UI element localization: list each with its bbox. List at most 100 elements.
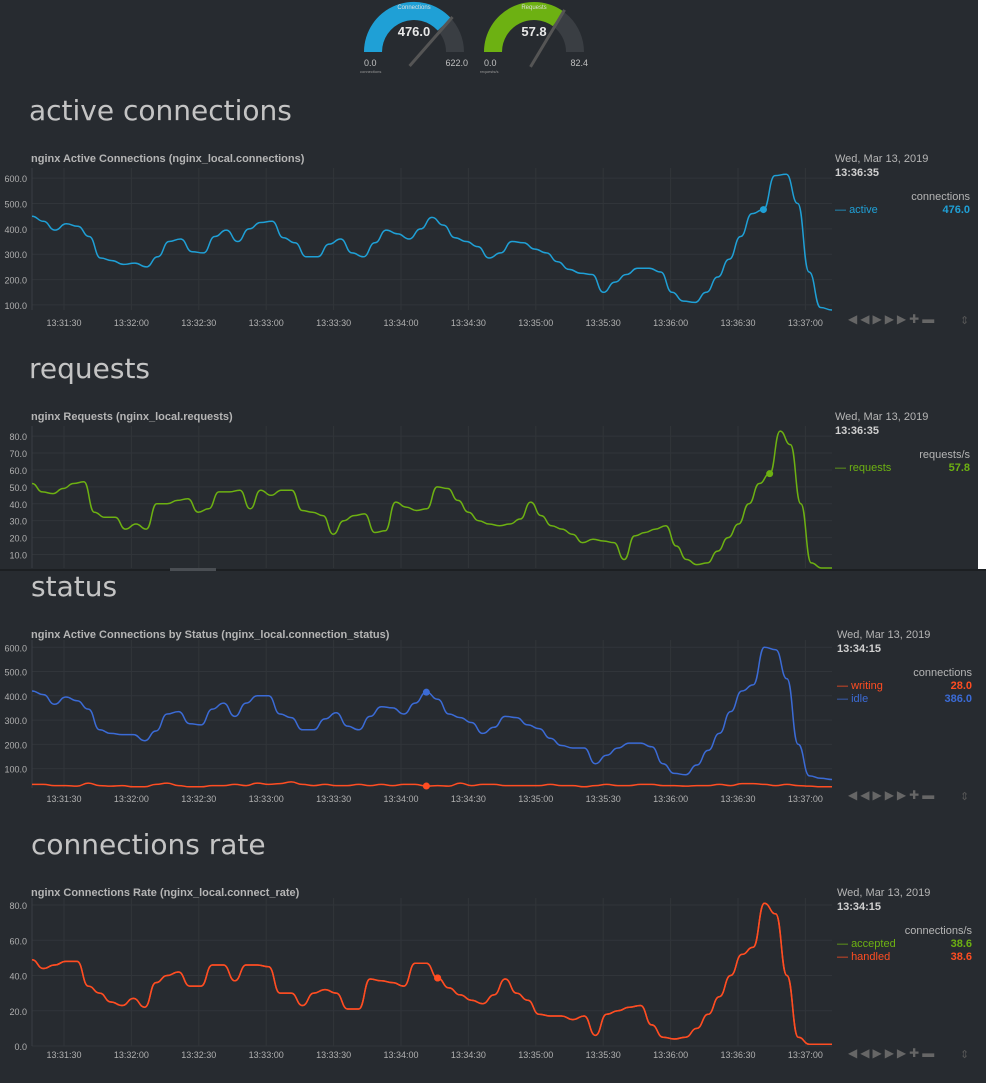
chart-legend: Wed, Mar 13, 2019 13:36:35 requests/s — … [835,411,970,474]
x-tick-label: 13:33:00 [249,794,284,804]
y-tick-label: 80.0 [9,901,27,911]
scroll-thumb[interactable] [170,568,216,571]
x-tick-label: 13:32:30 [181,1050,216,1060]
gauge-unit: requests/s [480,69,498,74]
chart-toolbar[interactable]: ◀◀▶▶▶✚▬ [848,312,937,326]
y-tick-label: 60.0 [9,936,27,946]
legend-label: — idle [837,693,869,705]
section-heading: connections rate [31,828,266,861]
x-tick-label: 13:36:30 [720,318,755,328]
legend-item-active[interactable]: — active 476.0 [835,204,970,216]
hover-point-idle [422,688,430,696]
section-heading: active connections [29,94,292,127]
chart-title: nginx Active Connections (nginx_local.co… [31,153,305,165]
legend-time: 13:36:35 [835,167,880,179]
zoom-out-icon[interactable]: ▬ [922,1046,938,1060]
gauge-value: 476.0 [398,24,431,39]
y-tick-label: 400.0 [4,225,27,235]
y-tick-label: 10.0 [9,550,27,560]
legend-units: requests/s [919,449,970,461]
legend-item-writing[interactable]: — writing 28.0 [837,680,972,692]
legend-label: — active [835,204,878,216]
gauge-title: Connections [397,5,430,11]
x-tick-label: 13:35:00 [518,318,553,328]
hover-point-writing [422,782,430,790]
series-line-idle [31,646,833,781]
requests-chart[interactable]: 80.0 70.0 60.0 50.0 40.0 30.0 20.0 10.0 [0,418,840,570]
legend-item-handled[interactable]: — handled 38.6 [837,951,972,963]
gauge-max: 622.0 [445,58,468,68]
zoom-in-icon[interactable]: ✚ [909,1046,923,1060]
y-tick-label: 40.0 [9,500,27,510]
legend-item-idle[interactable]: — idle 386.0 [837,693,972,705]
forward-icon[interactable]: ▶▶ [884,312,910,326]
x-tick-label: 13:35:30 [586,318,621,328]
y-tick-label: 80.0 [9,432,27,442]
series-line-handled [31,902,832,1045]
x-tick-label: 13:32:30 [181,318,216,328]
legend-units: connections [911,191,970,203]
x-tick-label: 13:31:30 [46,1050,81,1060]
legend-label: — requests [835,462,892,474]
x-tick-label: 13:37:00 [788,318,823,328]
connection-status-chart[interactable]: 600.0 500.0 400.0 300.0 200.0 100.0 13:31:30 13… [0,636,840,808]
rewind-icon[interactable]: ◀◀ [848,1046,873,1060]
chart-toolbar[interactable]: ◀◀▶▶▶✚▬ [848,788,937,802]
requests-gauge: Requests 57.8 0.0 82.4 requests/s [478,0,590,80]
legend-value: 38.6 [950,938,972,950]
legend-units: connections [913,667,972,679]
zoom-out-icon[interactable]: ▬ [922,312,938,326]
hover-point-requests [766,470,774,478]
gauge-max: 82.4 [570,58,588,68]
legend-units: connections/s [904,925,972,937]
y-tick-label: 0.0 [14,1042,27,1052]
x-tick-label: 13:32:00 [114,318,149,328]
connections-gauge: Connections 476.0 0.0 622.0 connections [358,0,470,80]
chart-title: nginx Active Connections by Status (ngin… [31,629,390,641]
zoom-in-icon[interactable]: ✚ [909,312,923,326]
resize-handle-icon[interactable]: ⇕ [960,315,970,327]
y-tick-label: 70.0 [9,449,27,459]
forward-icon[interactable]: ▶▶ [884,788,910,802]
series-line-writing [32,781,832,788]
zoom-in-icon[interactable]: ✚ [909,788,923,802]
x-tick-label: 13:32:00 [114,794,149,804]
play-icon[interactable]: ▶ [872,312,885,326]
play-icon[interactable]: ▶ [872,788,885,802]
y-tick-label: 300.0 [4,716,27,726]
x-tick-label: 13:34:00 [383,794,418,804]
play-icon[interactable]: ▶ [872,1046,885,1060]
active-connections-chart[interactable]: 600.0 500.0 400.0 300.0 200.0 100.0 13:31:30 13… [0,160,840,335]
chart-legend: Wed, Mar 13, 2019 13:34:15 connections —… [837,629,972,705]
rewind-icon[interactable]: ◀◀ [848,312,873,326]
legend-item-requests[interactable]: — requests 57.8 [835,462,970,474]
x-tick-label: 13:33:30 [316,318,351,328]
x-tick-label: 13:36:30 [720,794,755,804]
x-tick-label: 13:37:00 [788,1050,823,1060]
legend-item-accepted[interactable]: — accepted 38.6 [837,938,972,950]
x-tick-label: 13:36:00 [653,318,688,328]
zoom-out-icon[interactable]: ▬ [922,788,938,802]
rewind-icon[interactable]: ◀◀ [848,788,873,802]
resize-handle-icon[interactable]: ⇕ [960,1049,970,1061]
gauge-min: 0.0 [364,58,377,68]
chart-toolbar[interactable]: ◀◀▶▶▶✚▬ [848,1046,937,1060]
x-tick-label: 13:32:00 [114,1050,149,1060]
legend-date: Wed, Mar 13, 2019 [835,153,929,165]
x-tick-label: 13:34:30 [451,318,486,328]
resize-handle-icon[interactable]: ⇕ [960,791,970,803]
y-tick-label: 600.0 [4,643,27,653]
gauge-min: 0.0 [484,58,497,68]
forward-icon[interactable]: ▶▶ [884,1046,910,1060]
connections-rate-chart[interactable]: 80.0 60.0 40.0 20.0 0.0 13:31:30 13:32:00 13:32… [0,894,840,1066]
x-tick-label: 13:34:30 [451,1050,486,1060]
x-tick-label: 13:33:30 [316,794,351,804]
y-tick-label: 400.0 [4,692,27,702]
series-line-requests [31,430,832,569]
x-tick-label: 13:34:00 [383,318,418,328]
gauge-value: 57.8 [521,24,546,39]
hover-point-active [759,206,767,214]
legend-label: — handled [837,951,891,963]
chart-legend: Wed, Mar 13, 2019 13:36:35 connections —… [835,153,970,216]
y-tick-label: 60.0 [9,466,27,476]
